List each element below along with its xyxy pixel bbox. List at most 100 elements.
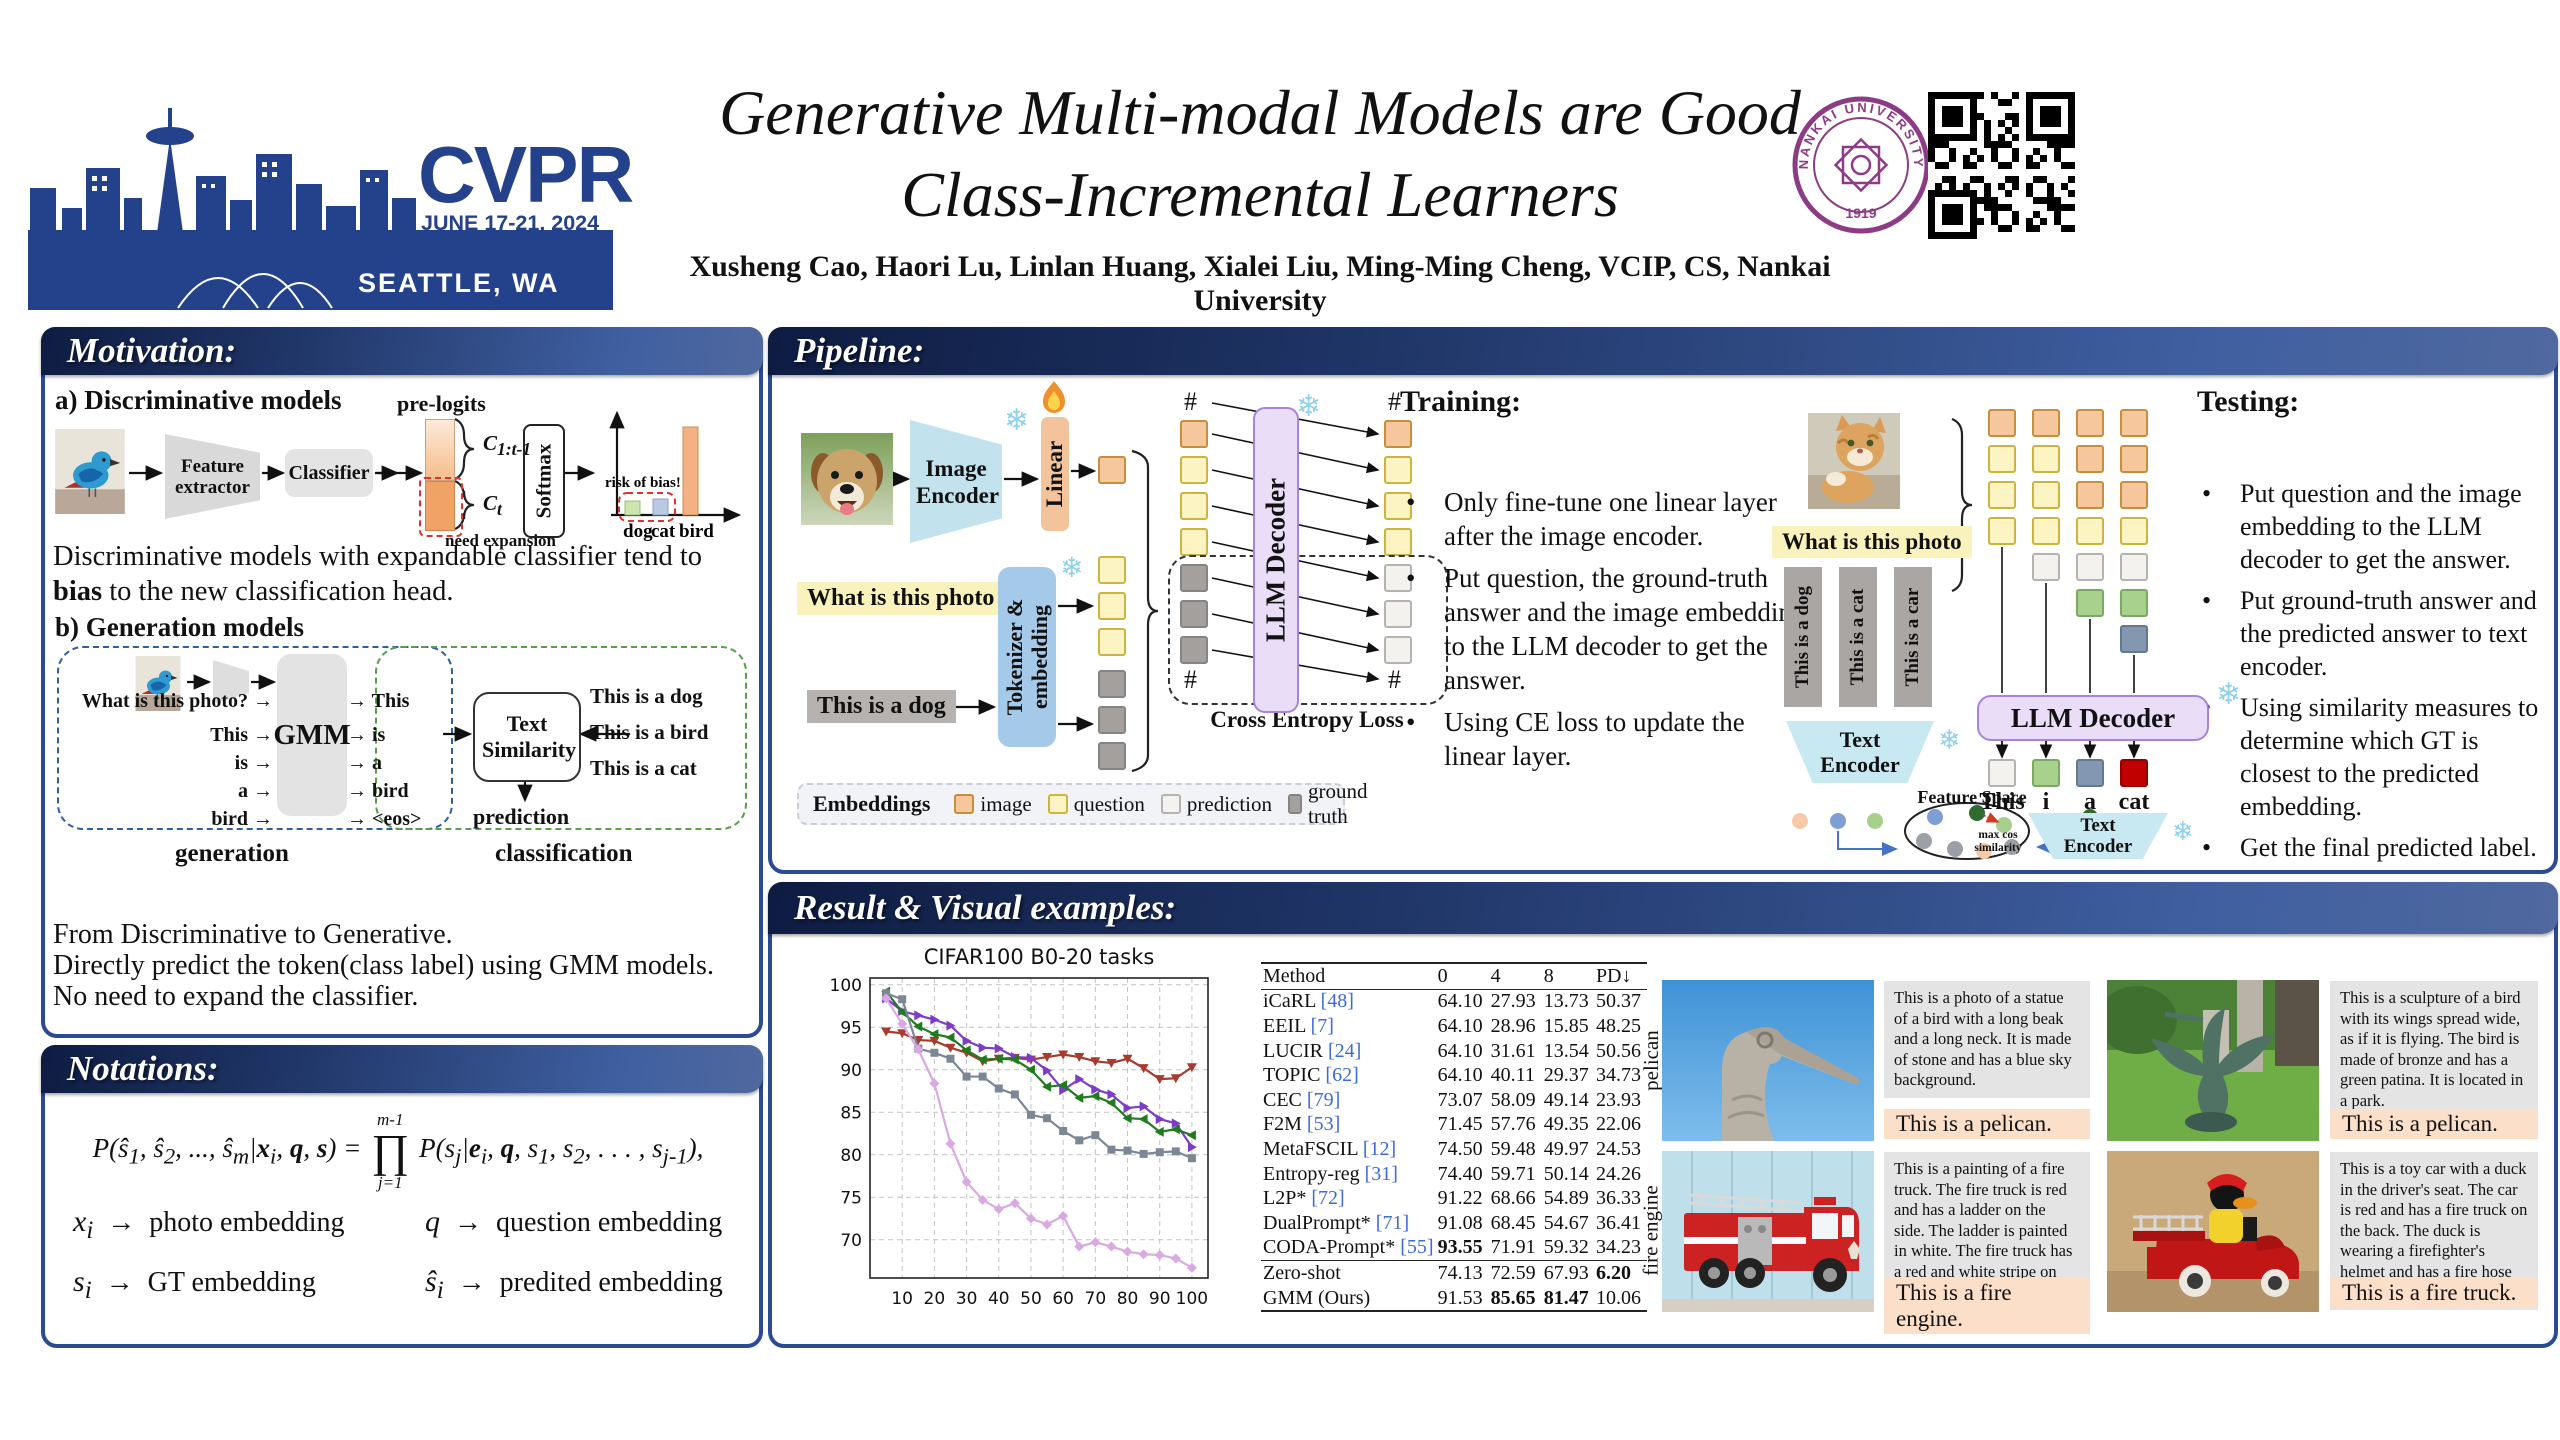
- legend-item: image: [954, 792, 1032, 817]
- seal-year-text: 1919: [1845, 205, 1876, 221]
- generation-label: generation: [175, 840, 289, 867]
- test-candidate-bar: This is a dog: [1784, 567, 1822, 707]
- table-row: TOPIC [62] 64.10 40.11 29.37 34.73: [1263, 1064, 1641, 1087]
- product-operator: m-1 ∏ j=1: [371, 1110, 410, 1192]
- train-question-text: What is this photo: [797, 582, 1005, 615]
- bullet-item: • Using CE loss to update the linear laye…: [1406, 707, 1745, 771]
- cross-entropy-label: Cross Entropy Loss: [1210, 707, 1404, 732]
- pelican-bronze-image: [2097, 980, 2319, 1141]
- svg-text:risk of bias!: risk of bias!: [605, 475, 681, 491]
- gmm-output: → <eos>: [347, 808, 422, 830]
- token-image: [2120, 481, 2148, 509]
- svg-text:85: 85: [840, 1103, 862, 1123]
- generation-region: [57, 646, 453, 830]
- table-row: Zero-shot 74.13 72.59 67.93 6.20: [1263, 1261, 1631, 1284]
- legend-item: ground truth: [1288, 779, 1374, 829]
- feature-dot: [1916, 833, 1932, 849]
- table-header: 0: [1435, 961, 1489, 990]
- title-line-2: Class-Incremental Learners: [901, 159, 1619, 230]
- token-ground: [1180, 600, 1208, 628]
- train-gt-text: This is a dog: [807, 690, 956, 723]
- nankai-seal: NANKAI UNIVERSITY 1919: [1790, 94, 1932, 236]
- token-ground: [1180, 636, 1208, 664]
- cvpr-logo: SEATTLE, WA CVPR JUNE 17-21, 2024: [28, 80, 648, 315]
- table-row: GMM (Ours) 91.53 85.65 81.47 10.06: [1261, 1285, 1647, 1313]
- table-row: LUCIR [24] 64.10 31.61 13.54 50.56: [1263, 1039, 1641, 1062]
- gmm-input: a →: [238, 780, 273, 802]
- motivation-panel: Motivation: a) Discriminative models pre…: [41, 327, 763, 1038]
- bullet-item: •Using similarity measures to determine …: [2202, 693, 2539, 821]
- snowflake-icon: ❄: [1060, 551, 1084, 584]
- table-header: 4: [1488, 961, 1542, 990]
- motivation-b-caption: From Discriminative to Generative. Direct…: [53, 919, 747, 1012]
- table-row: F2M [53] 71.45 57.76 49.35 22.06: [1263, 1113, 1641, 1136]
- table-row: EEIL [7] 64.10 28.96 15.85 48.25: [1263, 1014, 1641, 1037]
- example-description: This is a photo of a statue of a bird wi…: [1884, 981, 2090, 1098]
- token-question: [1180, 528, 1208, 556]
- svg-text:60: 60: [1052, 1289, 1074, 1309]
- token-prediction: [2076, 553, 2104, 581]
- pipeline-heading: Pipeline:: [768, 327, 2558, 375]
- notation-def: q → question embedding: [425, 1205, 723, 1238]
- legend-item: prediction: [1160, 792, 1272, 817]
- caption-line: Directly predict the token(class label) …: [53, 950, 714, 981]
- test-output-label: This: [1979, 789, 2025, 815]
- feature-dot: [1976, 843, 1992, 859]
- test-question-text: What is this photo: [1772, 526, 1972, 558]
- pre-logits-label: pre-logits: [397, 391, 486, 416]
- token-question: [1098, 556, 1126, 584]
- dog-image: [801, 433, 893, 525]
- example-caption: This is a fire truck.: [2330, 1278, 2538, 1308]
- token-image: [1384, 420, 1412, 448]
- candidate-sentence: This is a bird: [590, 720, 709, 744]
- notations-panel: Notations: P(ŝ1, ŝ2, ..., ŝm|xi, q, s) =…: [41, 1045, 763, 1348]
- formula-lhs: P(ŝ1, ŝ2, ..., ŝm|xi, q, s) =: [92, 1132, 362, 1169]
- snowflake-icon: ❄: [1938, 725, 1961, 756]
- legend-swatch-image: [954, 794, 975, 814]
- token-image: [2120, 445, 2148, 473]
- table-row: CEC [79] 73.07 58.09 49.14 23.93: [1263, 1088, 1641, 1111]
- svg-text:100: 100: [830, 976, 862, 996]
- legend-swatch-prediction: [1160, 794, 1181, 814]
- poster-title: Generative Multi-modal Models are Good C…: [620, 72, 1900, 236]
- tokenizer-block: Tokenizer & embedding: [998, 567, 1056, 747]
- bar-label: dog: [623, 521, 653, 542]
- table-header: PD↓: [1593, 961, 1647, 990]
- table-header: Method: [1261, 961, 1436, 990]
- token-image: [2076, 445, 2104, 473]
- svg-text:80: 80: [1117, 1289, 1139, 1309]
- text-similarity-block: Text Similarity: [473, 692, 581, 782]
- feature-dot: [1996, 817, 2012, 833]
- svg-text:70: 70: [840, 1231, 862, 1251]
- caption-line: No need to expand the classifier.: [53, 981, 419, 1012]
- svg-text:50: 50: [1020, 1289, 1042, 1309]
- token-question: [2032, 445, 2060, 473]
- svg-text:100: 100: [1176, 1289, 1208, 1309]
- svg-text:30: 30: [956, 1289, 978, 1309]
- svg-text:75: 75: [840, 1188, 862, 1208]
- token-image: [2120, 409, 2148, 437]
- token-ground: [1098, 742, 1126, 770]
- c-new-label: Ct: [483, 491, 502, 520]
- authors: Xusheng Cao, Haori Lu, Linlan Huang, Xia…: [689, 250, 1831, 317]
- test-output-label: a: [2084, 789, 2096, 815]
- qr-code: [1928, 92, 2075, 239]
- caption-line: From Discriminative to Generative.: [53, 919, 453, 950]
- token-question: [1384, 528, 1412, 556]
- linear-block: Linear: [1041, 417, 1069, 531]
- token-question: [1988, 481, 2016, 509]
- token-image: [2032, 409, 2060, 437]
- hash-symbol: #: [1388, 387, 1401, 416]
- legend-item: question: [1047, 792, 1145, 817]
- pre-logits-bar-new: [425, 481, 455, 531]
- token-question: [1384, 492, 1412, 520]
- blue-bird-image: [135, 656, 181, 711]
- cat-image: [1808, 413, 1900, 509]
- gmm-input: bird →: [211, 808, 273, 830]
- gmm-output: → is: [347, 724, 386, 746]
- text-encoder-right: Text Encoder: [2028, 813, 2168, 859]
- legend-swatch-ground: [1288, 794, 1303, 814]
- pre-logits-bar-old: [425, 419, 455, 481]
- gmm-block: GMM: [273, 654, 351, 816]
